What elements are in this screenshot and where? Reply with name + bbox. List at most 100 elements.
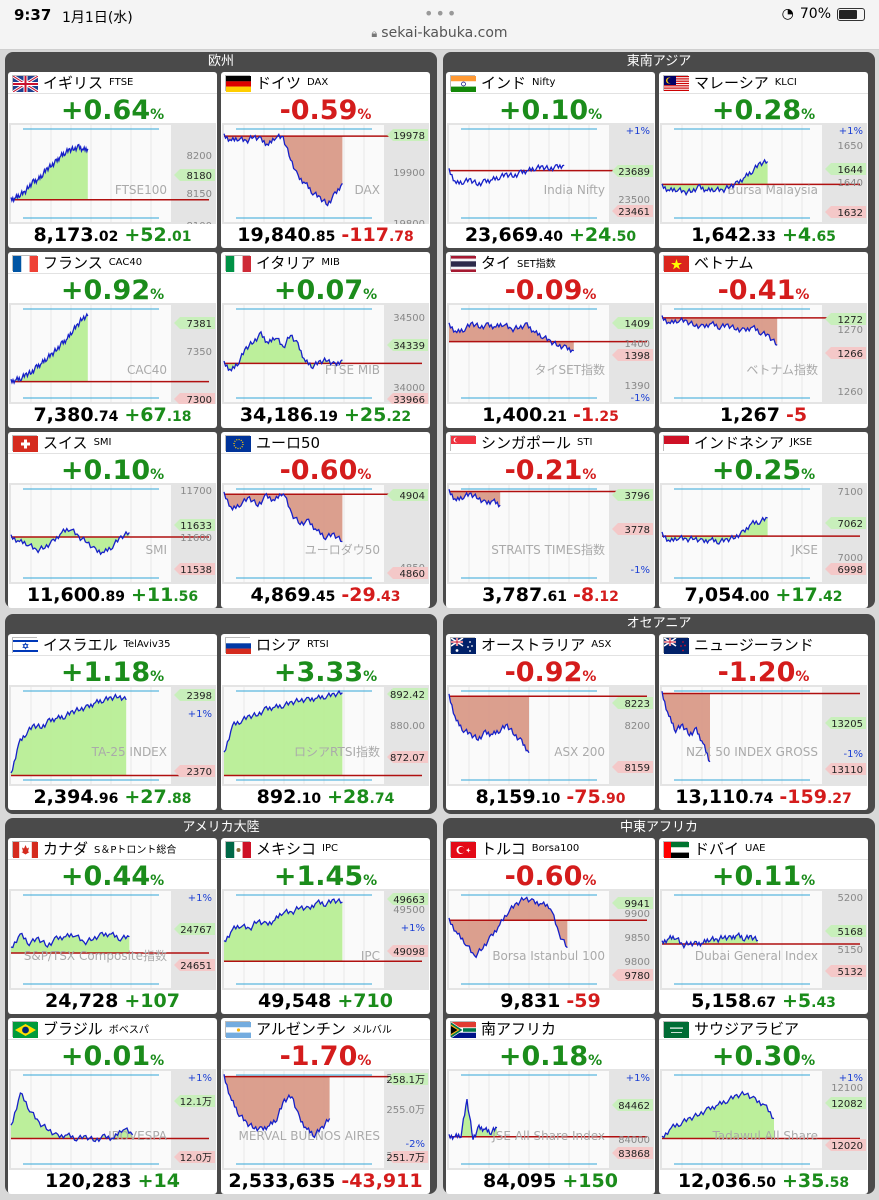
price-row: 1,642.33 +4.65: [659, 224, 868, 246]
card-header: フランス CAC40: [8, 252, 217, 274]
chart-svg: ASX 20082238200815982238159: [447, 685, 654, 786]
index-card-sg[interactable]: シンガポール STI -0.21% STRAITS TIMES指数 3796 3778 -1…: [446, 432, 655, 608]
index-code: SMI: [93, 437, 112, 448]
index-card-sa[interactable]: サウジアラビア +0.30% Tadawul All Share +1% 12100 12…: [659, 1018, 868, 1194]
price-row: 3,787.61 -8.12: [446, 584, 655, 606]
index-country: ベトナム: [694, 254, 754, 272]
badge-shape: [174, 923, 215, 935]
change-integer: +150: [562, 1170, 618, 1192]
price-row: 1,267 -5: [659, 404, 868, 426]
index-card-vn[interactable]: ベトナム-0.41%ベトナム指数127212701266126012721266…: [659, 252, 868, 428]
y-axis-tick: 84000: [618, 1135, 650, 1146]
badge-shape: [612, 897, 653, 909]
badge-value: 1398: [625, 351, 650, 362]
index-card-mx[interactable]: メキシコIPC+1.45%IPC4966349500+1%49098496634…: [221, 838, 430, 1014]
intraday-chart: TA-25 INDEX2398+1%237023982370: [9, 685, 216, 786]
price-decimal: .02: [93, 229, 119, 245]
index-card-de[interactable]: ドイツDAX-0.59%DAX1997819900198001976719978…: [221, 72, 430, 248]
index-card-my[interactable]: マレーシア KLCI +0.28% Bursa Malaysia +1% 1650 1644…: [659, 72, 868, 248]
change-integer: +4: [781, 224, 812, 246]
index-card-uk[interactable]: イギリスFTSE+0.64%FTSE1008200818081508100809…: [8, 72, 217, 248]
id-flag-icon: [663, 434, 689, 452]
price-line: [661, 691, 711, 763]
price-row: 4,869.45 -29.43: [221, 584, 430, 606]
price-integer: 7,054: [684, 584, 745, 606]
y-axis-tick: 23500: [618, 195, 650, 206]
badge-shape: [174, 959, 215, 971]
price-integer: 19,840: [237, 224, 311, 246]
price-row: 24,728 +107: [8, 990, 217, 1012]
index-card-ch[interactable]: スイスSMI+0.10%SMI1170011633116001153811633…: [8, 432, 217, 608]
percent-sign: %: [150, 287, 165, 303]
price-line: [448, 321, 575, 354]
index-card-it[interactable]: イタリア MIB +0.07% FTSE MIB 34500 34339 340003396…: [221, 252, 430, 428]
index-card-eu[interactable]: ユーロ50-0.60%ユーロダウ50490448604850490448604,…: [221, 432, 430, 608]
y-axis-tick: 1400: [625, 339, 650, 350]
price-integer: 34,186: [239, 404, 314, 426]
chart-svg: Borsa Istanbul 1009941990098509800978099…: [447, 889, 654, 990]
index-code: Nifty: [532, 77, 556, 88]
region-title: 欧州: [207, 54, 234, 69]
badge-value: 12.0万: [180, 1153, 212, 1164]
badge-shape: [825, 1097, 866, 1109]
badge-value: 6998: [838, 565, 863, 576]
low-price-badge: 49098: [387, 945, 428, 958]
badge-value: 8159: [625, 763, 650, 774]
tab-options-dots-icon[interactable]: •••: [424, 4, 459, 23]
index-card-fr[interactable]: フランスCAC40+0.92%CAC4073817350730073817300…: [8, 252, 217, 428]
price-decimal: .50: [751, 1175, 776, 1191]
index-card-id[interactable]: インドネシアJKSE+0.25%JKSE71007062700069987062…: [659, 432, 868, 608]
ar-flag-icon: [225, 1020, 251, 1038]
region-title: オセアニア: [626, 616, 692, 631]
intraday-chart: ASX 20082238200815982238159: [447, 685, 654, 786]
badge-value: 12082: [831, 1099, 863, 1110]
index-card-br[interactable]: ブラジルボベスパ+0.01%IBOVESPA+1%12.1万12.0万12.1万…: [8, 1018, 217, 1194]
badge-shape: [612, 1099, 653, 1111]
chart-area-fill: [224, 1074, 330, 1138]
ru-flag-icon: [225, 636, 251, 654]
index-country: シンガポール: [481, 434, 572, 452]
index-card-ae[interactable]: ドバイ UAE +0.11% Dubai General Index 5200 5168 5…: [659, 838, 868, 1014]
index-card-nz[interactable]: ニュージーランド -1.20% NZX 50 INDEX GROSS 13205 -1%…: [659, 634, 868, 810]
price-decimal: .67: [751, 995, 776, 1011]
in-flag-icon: [450, 74, 476, 92]
index-card-ru[interactable]: ロシア RTSI +3.33% ロシアRTSI指数 892.42 880.00 872.07…: [221, 634, 430, 810]
change-decimal: .50: [611, 229, 637, 245]
index-code: ボベスパ: [108, 1025, 149, 1036]
change-percent: +0.07%: [221, 276, 430, 310]
clock: 9:37: [14, 6, 52, 24]
chart-svg: Bursa Malaysia+1%16501644164016321644163…: [660, 123, 867, 224]
index-watermark: Bursa Malaysia: [727, 183, 818, 197]
index-card-th[interactable]: タイSET指数-0.09%タイSET指数1409140013981390-1%1…: [446, 252, 655, 428]
index-card-ca[interactable]: カナダ S＆Pトロント総合 +0.44% S&P/TSX Composite指数 +1%…: [8, 838, 217, 1014]
change-percent-value: +0.44: [60, 861, 151, 892]
price-line: [223, 689, 343, 753]
index-card-za[interactable]: 南アフリカ +0.18% JSE All Share Index +1% 84462 84…: [446, 1018, 655, 1194]
ca-flag-icon: [12, 840, 38, 858]
index-country: カナダ: [43, 840, 89, 858]
price-line: [448, 163, 565, 188]
change-percent-value: +0.25: [711, 455, 802, 486]
y-axis-tick: -1%: [844, 749, 863, 760]
price-row: 84,095 +150: [446, 1170, 655, 1192]
change-integer: -5: [786, 404, 808, 426]
price-integer: 7,380: [33, 404, 94, 426]
index-watermark: Borsa Istanbul 100: [492, 949, 605, 963]
change-decimal: .65: [811, 229, 836, 245]
address-bar[interactable]: 🔒︎ sekai-kabuka.com: [0, 25, 879, 41]
change-percent: +3.33%: [221, 658, 430, 692]
low-price-badge: 11538: [174, 563, 215, 576]
index-country: トルコ: [481, 840, 526, 858]
index-card-il[interactable]: イスラエル TelAviv35 +1.18% TA-25 INDEX 2398 +1% 23…: [8, 634, 217, 810]
index-code: TelAviv35: [123, 639, 171, 650]
change-percent-value: +0.30: [711, 1041, 802, 1072]
change-integer: -75: [566, 786, 601, 808]
price-line: [661, 931, 759, 950]
price-integer: 8,173: [33, 224, 94, 246]
region-title: 中東アフリカ: [619, 820, 698, 835]
